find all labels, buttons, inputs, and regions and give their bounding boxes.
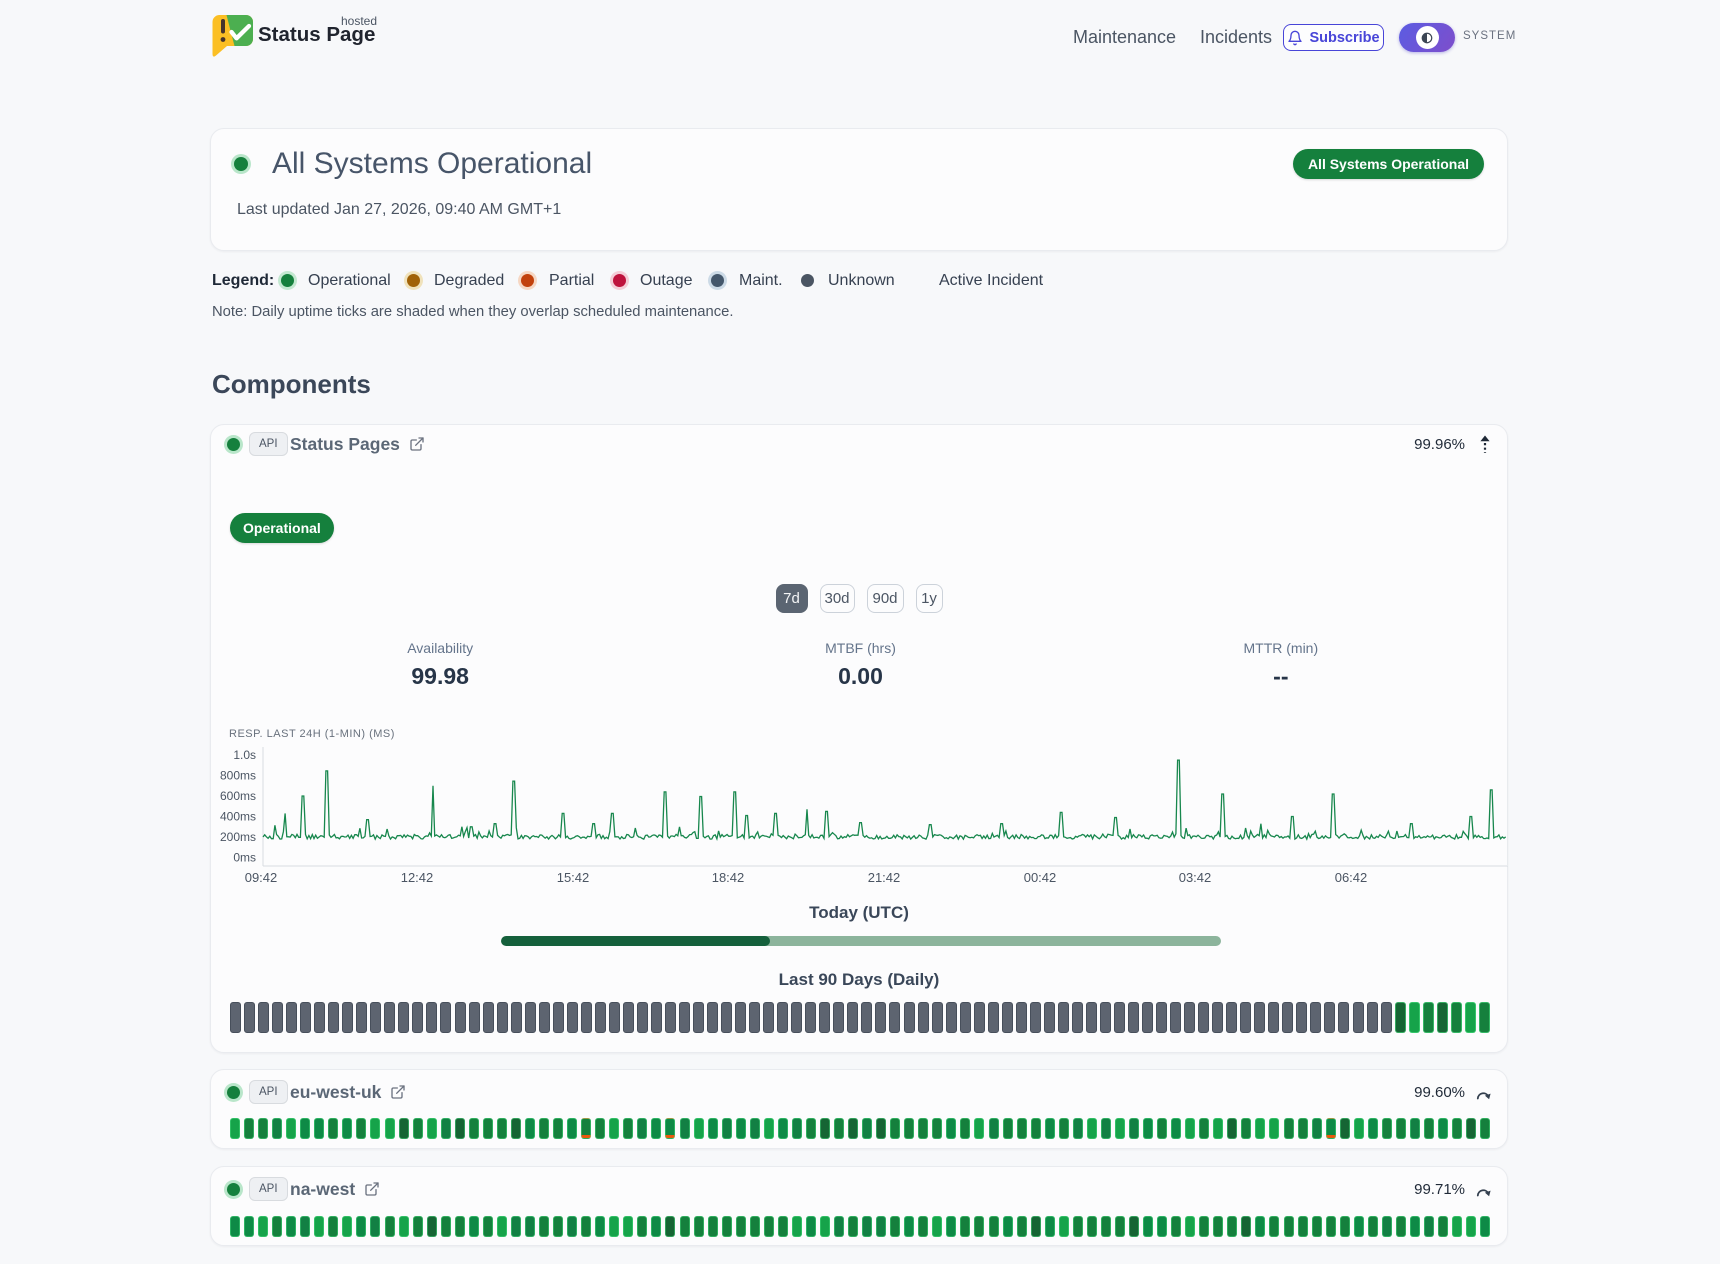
- svg-text:200ms: 200ms: [220, 830, 256, 844]
- svg-text:800ms: 800ms: [220, 769, 256, 783]
- svg-text:400ms: 400ms: [220, 810, 256, 824]
- svg-text:09:42: 09:42: [245, 870, 278, 885]
- svg-text:00:42: 00:42: [1024, 870, 1057, 885]
- svg-text:03:42: 03:42: [1179, 870, 1212, 885]
- svg-text:0ms: 0ms: [233, 851, 256, 865]
- svg-text:18:42: 18:42: [712, 870, 745, 885]
- svg-text:21:42: 21:42: [868, 870, 901, 885]
- svg-text:06:42: 06:42: [1335, 870, 1368, 885]
- svg-text:15:42: 15:42: [557, 870, 590, 885]
- svg-text:600ms: 600ms: [220, 789, 256, 803]
- svg-text:12:42: 12:42: [401, 870, 434, 885]
- svg-text:1.0s: 1.0s: [233, 748, 256, 762]
